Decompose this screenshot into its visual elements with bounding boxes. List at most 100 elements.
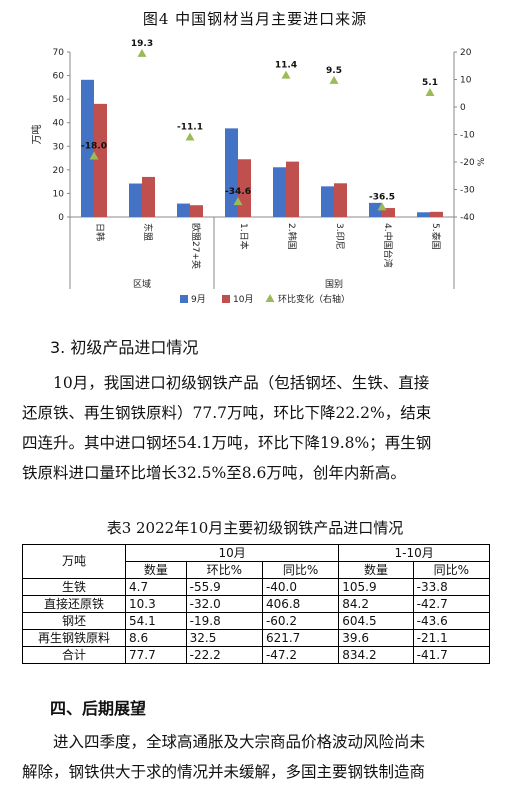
table-cell: 8.6 <box>125 629 187 647</box>
sub-header: 环比% <box>185 561 263 579</box>
paragraph-line: 四连升。其中进口钢坯54.1万吨，环比下降19.8%；再生钢 <box>22 434 432 452</box>
y2-axis-title: % <box>477 157 487 166</box>
point-label: 5.1 <box>422 78 438 88</box>
paragraph-line: 进入四季度，全球高通胀及大宗商品价格波动风险尚未 <box>53 733 426 751</box>
bar-line-chart: 0 10 20 30 40 50 60 70 -40 -30 -20 -10 0 10 20 万吨% 日韩 -1… <box>30 39 487 305</box>
bar-oct <box>382 208 395 217</box>
category-label: 3.印尼 <box>334 223 346 250</box>
marker-change <box>377 202 387 211</box>
legend-label: 环比变化（右轴） <box>278 293 350 305</box>
table-body: 生铁 4.7 -55.9 -40.0 105.9 -33.8 直接还原铁 10.3 -32.0 4… <box>22 578 491 664</box>
point-label: -34.6 <box>225 187 251 197</box>
paragraph-line: 10月，我国进口初级钢铁产品（包括钢坯、生铁、直接 <box>53 374 430 392</box>
chart-labels: 日韩 -18.0 东盟 19.3 欧盟27+英 -11.1 1.日本 -34.6 2.韩国 11.… <box>81 39 442 290</box>
category-label: 东盟 <box>142 223 154 241</box>
table-cell: 834.2 <box>338 646 414 664</box>
row-label: 再生钢铁原料 <box>22 629 126 647</box>
paragraph-line: 还原铁、再生钢铁原料）77.7万吨，环比下降22.2%，结束 <box>22 404 432 422</box>
row-label: 合计 <box>22 646 126 664</box>
paragraph-line: 铁原料进口量环比增长32.5%至8.6万吨，创年内新高。 <box>22 464 406 482</box>
marker-change <box>425 87 435 96</box>
group-label: 区域 <box>133 278 151 290</box>
table-cell: 54.1 <box>125 612 187 630</box>
left-tick-label: 30 <box>53 142 65 152</box>
table-cell: 4.7 <box>125 578 187 596</box>
table-row: 直接还原铁 10.3 -32.0 406.8 84.2 -42.7 <box>22 595 491 613</box>
paragraph-line: 解除，钢铁供大于求的情况并未缓解，多国主要钢铁制造商 <box>22 763 426 781</box>
right-tick-label: 20 <box>460 48 472 58</box>
group-header: 10月 <box>124 544 340 562</box>
table-title: 表3 2022年10月主要初级钢铁产品进口情况 <box>106 519 404 537</box>
table-cell: 10.3 <box>125 595 187 613</box>
bar-oct <box>286 161 299 217</box>
sub-header: 数量 <box>338 561 414 579</box>
table-cell: -33.8 <box>412 578 491 596</box>
left-tick-label: 10 <box>53 189 65 199</box>
point-label: 9.5 <box>326 66 342 76</box>
table-cell: -47.2 <box>261 646 340 664</box>
table-cell: -32.0 <box>185 595 263 613</box>
table-cell: -42.7 <box>412 595 491 613</box>
legend-label: 10月 <box>233 294 253 305</box>
legend-swatch-change <box>265 294 275 302</box>
chart-markers <box>89 48 435 211</box>
point-label: 19.3 <box>131 39 153 49</box>
bar-sep <box>321 186 334 217</box>
import-table: 万吨 10月 1-10月 数量 环比% 同比% 数量 同比% 生铁 4.7 -55.… <box>22 544 491 664</box>
marker-change <box>185 132 195 141</box>
point-label: 11.4 <box>275 61 297 71</box>
bar-oct <box>238 159 251 217</box>
table-row: 生铁 4.7 -55.9 -40.0 105.9 -33.8 <box>22 578 491 596</box>
right-tick-label: -30 <box>460 186 475 196</box>
bar-sep <box>417 212 430 217</box>
left-tick-label: 50 <box>53 95 65 105</box>
left-tick-label: 60 <box>53 72 65 82</box>
bar-oct <box>142 176 155 217</box>
table-corner: 万吨 <box>22 544 126 579</box>
table-cell: 77.7 <box>125 646 187 664</box>
left-tick-label: 0 <box>58 213 64 223</box>
left-tick-label: 70 <box>53 48 65 58</box>
bar-sep <box>369 202 382 217</box>
table-cell: 406.8 <box>261 595 340 613</box>
section4-paragraph: 进入四季度，全球高通胀及大宗商品价格波动风险尚未 解除，钢铁供大于求的情况并未缓… <box>22 727 492 787</box>
y-axis-title: 万吨 <box>30 125 43 145</box>
marker-change <box>137 48 147 57</box>
right-tick-label: -40 <box>460 213 475 223</box>
group-label: 国别 <box>325 279 343 290</box>
table-cell: -60.2 <box>261 612 340 630</box>
category-label: 4.中国台湾 <box>382 223 394 268</box>
table-cell: 604.5 <box>338 612 414 630</box>
table-cell: 32.5 <box>185 629 263 647</box>
table-row: 钢坯 54.1 -19.8 -60.2 604.5 -43.6 <box>22 612 491 630</box>
sub-header: 数量 <box>125 561 187 579</box>
marker-change <box>281 70 291 79</box>
point-label: -18.0 <box>81 142 107 152</box>
chart-bars <box>81 79 443 217</box>
bar-sep <box>81 79 94 217</box>
section3-heading: 3. 初级产品进口情况 <box>50 338 199 357</box>
left-tick-label: 40 <box>53 119 65 129</box>
bar-oct <box>430 211 443 217</box>
category-label: 欧盟27+英 <box>190 223 202 269</box>
marker-change <box>89 151 99 160</box>
table-cell: -40.0 <box>261 578 340 596</box>
category-label: 5.泰国 <box>430 223 442 250</box>
row-label: 直接还原铁 <box>22 595 126 613</box>
table-cell: 105.9 <box>338 578 414 596</box>
legend-swatch-sep <box>180 295 188 303</box>
section3-paragraph: 10月，我国进口初级钢铁产品（包括钢坯、生铁、直接 还原铁、再生钢铁原料）77.… <box>22 368 492 488</box>
bar-sep <box>225 128 238 217</box>
bar-oct <box>94 103 107 217</box>
bar-sep <box>273 167 286 217</box>
table-cell: 39.6 <box>338 629 414 647</box>
point-label: -11.1 <box>177 123 203 133</box>
bar-sep <box>129 183 142 217</box>
bar-oct <box>334 183 347 217</box>
row-label: 钢坯 <box>22 612 126 630</box>
table-cell: 84.2 <box>338 595 414 613</box>
right-tick-label: 10 <box>460 76 472 86</box>
bar-sep <box>177 203 190 217</box>
table-row: 再生钢铁原料 8.6 32.5 621.7 39.6 -21.1 <box>22 629 491 647</box>
right-tick-label: -20 <box>460 158 475 168</box>
